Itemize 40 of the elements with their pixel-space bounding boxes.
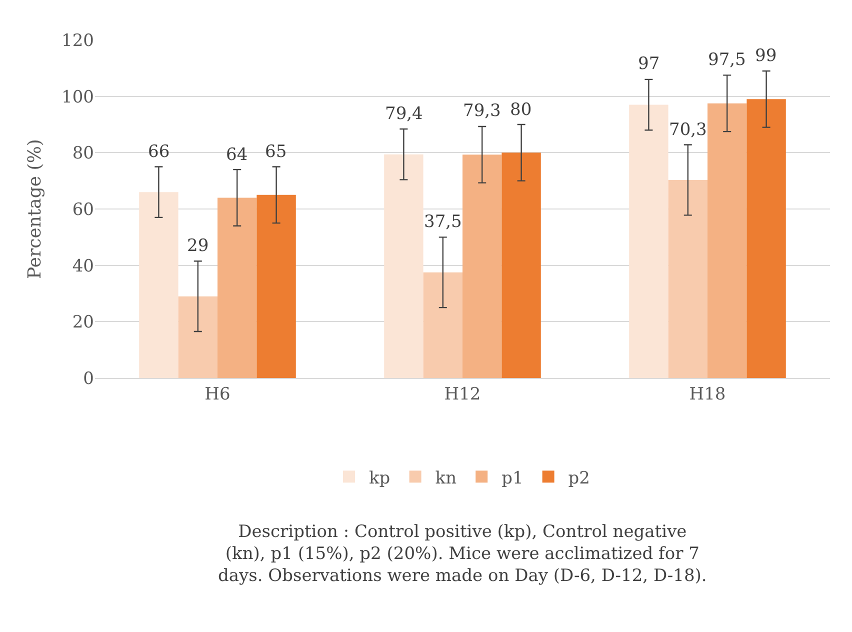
- bar: [746, 99, 786, 378]
- bar: [256, 194, 296, 378]
- bar: [502, 152, 541, 378]
- bar: [629, 104, 668, 378]
- data-label: 80: [510, 100, 532, 120]
- data-label: 29: [187, 236, 209, 256]
- text: Description : Control positive (kp), Control negative (kn), p1 (15%), p2 (20%). Mice were acclimatized for 7 days. Observations were made on Day (D-6, D-12, D-18).: [218, 522, 707, 586]
- legend-label: kn: [435, 468, 457, 488]
- y-tick-label: 100: [62, 87, 94, 108]
- data-label: 37,5: [424, 212, 462, 232]
- y-tick-label: 120: [62, 30, 94, 51]
- bar: [462, 154, 502, 378]
- bar: [178, 296, 218, 378]
- y-tick-label: 60: [72, 200, 94, 220]
- bar: [139, 192, 178, 378]
- y-tick-label: 40: [72, 256, 94, 276]
- x-tick-label: H6: [204, 384, 230, 404]
- legend-label: kp: [369, 468, 390, 488]
- data-label: 97: [638, 54, 660, 74]
- x-tick-label: H18: [689, 384, 726, 404]
- y-tick-label: 0: [83, 368, 94, 389]
- y-tick-label: 80: [72, 144, 94, 164]
- y-tick-label: 20: [72, 312, 94, 333]
- data-label: 70,3: [669, 120, 707, 140]
- legend-label: p1: [502, 468, 524, 488]
- data-label: 97,5: [708, 50, 746, 70]
- x-tick-label: H12: [444, 384, 481, 404]
- data-label: 99: [755, 46, 777, 66]
- bar: [423, 272, 462, 378]
- data-label: 64: [226, 145, 248, 165]
- data-label: 65: [265, 142, 287, 162]
- bar: [218, 198, 257, 378]
- y-axis-title: Percentage (%): [24, 139, 46, 279]
- data-label: 79,4: [385, 104, 423, 124]
- bar: [668, 180, 708, 378]
- bar: [384, 154, 424, 378]
- legend-label: p2: [568, 468, 590, 488]
- data-label: 66: [148, 142, 170, 162]
- data-label: 79,3: [463, 101, 501, 121]
- bar: [708, 103, 747, 378]
